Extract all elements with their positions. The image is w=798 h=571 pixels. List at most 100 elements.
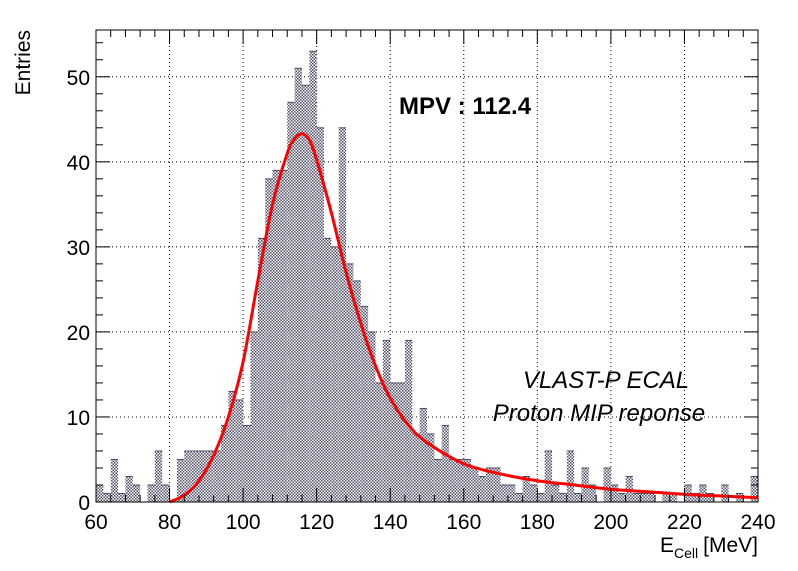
hist-bar-85 bbox=[721, 484, 729, 502]
y-axis-label: Entries bbox=[12, 30, 35, 95]
hist-bar-81 bbox=[691, 493, 700, 502]
hist-bar-13 bbox=[191, 450, 199, 502]
hist-bar-57 bbox=[515, 493, 523, 502]
hist-bar-48 bbox=[449, 459, 457, 502]
hist-bar-64 bbox=[566, 450, 575, 502]
hist-bar-53 bbox=[485, 467, 494, 502]
hist-bar-45 bbox=[427, 433, 435, 502]
hist-bar-28 bbox=[301, 85, 310, 502]
hist-bar-40 bbox=[390, 382, 398, 502]
hist-bar-69 bbox=[603, 467, 611, 502]
hist-bar-21 bbox=[250, 331, 258, 502]
hist-bar-71 bbox=[618, 493, 626, 502]
hist-bar-30 bbox=[316, 127, 325, 502]
hist-bar-54 bbox=[493, 467, 501, 502]
hist-bar-59 bbox=[529, 484, 538, 502]
hist-bar-3 bbox=[118, 493, 126, 502]
hist-bar-31 bbox=[324, 238, 332, 503]
hist-bar-78 bbox=[669, 493, 678, 502]
hist-bar-24 bbox=[272, 170, 280, 502]
y-tick-label-0: 0 bbox=[78, 492, 90, 515]
x-tick-label-4: 140 bbox=[373, 511, 408, 534]
hist-bar-82 bbox=[699, 484, 707, 502]
x-tick-label-1: 80 bbox=[158, 511, 181, 534]
hist-bar-47 bbox=[441, 425, 450, 502]
hist-bar-41 bbox=[397, 382, 405, 502]
x-tick-label-8: 220 bbox=[667, 511, 702, 534]
hist-bar-65 bbox=[574, 493, 582, 502]
y-tick-label-4: 40 bbox=[67, 152, 90, 175]
hist-bar-49 bbox=[456, 459, 464, 502]
hist-bar-50 bbox=[463, 459, 472, 502]
hist-bar-8 bbox=[154, 450, 163, 502]
hist-bar-26 bbox=[287, 102, 295, 502]
x-tick-label-5: 160 bbox=[446, 511, 481, 534]
hist-bar-18 bbox=[228, 391, 236, 502]
hist-bar-1 bbox=[103, 493, 111, 502]
annotation-line-1: VLAST-P ECAL bbox=[523, 367, 689, 394]
hist-bar-15 bbox=[206, 450, 214, 502]
hist-bar-63 bbox=[559, 493, 567, 502]
hist-bar-74 bbox=[640, 493, 648, 502]
hist-bar-27 bbox=[294, 68, 302, 503]
hist-bar-16 bbox=[213, 450, 222, 502]
hist-bar-89 bbox=[750, 476, 758, 502]
x-axis-label: ECell [MeV] bbox=[660, 534, 758, 561]
x-tick-label-2: 100 bbox=[226, 511, 261, 534]
hist-bar-36 bbox=[360, 306, 369, 502]
hist-bar-42 bbox=[404, 340, 413, 502]
hist-bar-58 bbox=[522, 476, 530, 502]
fit-curve bbox=[168, 132, 759, 504]
hist-bar-56 bbox=[507, 484, 516, 502]
x-tick-label-0: 60 bbox=[84, 511, 107, 534]
hist-bar-37 bbox=[368, 331, 376, 502]
hist-bar-38 bbox=[375, 382, 383, 502]
hist-bar-60 bbox=[537, 493, 545, 502]
hist-bar-75 bbox=[647, 493, 656, 502]
hist-bar-46 bbox=[434, 459, 442, 502]
hist-bar-11 bbox=[176, 459, 185, 502]
hist-bar-4 bbox=[125, 476, 133, 502]
hist-bar-19 bbox=[235, 399, 244, 502]
hist-bar-70 bbox=[610, 484, 619, 502]
tick-labels: 60 80 100 120 140 160 180 200 220 240 0 10 20 30 40 50 bbox=[67, 67, 776, 534]
hist-bar-61 bbox=[544, 450, 553, 502]
hist-bar-51 bbox=[471, 467, 479, 502]
y-tick-label-5: 50 bbox=[67, 67, 90, 90]
hist-bar-62 bbox=[552, 484, 560, 502]
annotation-line-2: Proton MIP reponse bbox=[493, 400, 706, 427]
hist-bar-5 bbox=[132, 484, 141, 502]
hist-bar-17 bbox=[221, 425, 229, 502]
axis-ticks bbox=[95, 30, 759, 503]
hist-bar-23 bbox=[265, 178, 273, 502]
plot-frame bbox=[95, 29, 759, 503]
hist-bar-7 bbox=[147, 484, 155, 502]
hist-bar-73 bbox=[632, 493, 641, 502]
hist-bar-0 bbox=[96, 484, 104, 502]
x-tick-label-9: 240 bbox=[740, 511, 775, 534]
hist-bar-44 bbox=[419, 408, 427, 502]
hist-bar-32 bbox=[331, 246, 339, 502]
hist-bar-83 bbox=[706, 493, 714, 502]
hist-bar-55 bbox=[500, 484, 508, 502]
y-tick-label-1: 10 bbox=[67, 407, 90, 430]
fit-curve-layer bbox=[168, 132, 759, 504]
hist-bar-34 bbox=[346, 263, 354, 502]
hist-bar-52 bbox=[478, 476, 486, 502]
hist-bar-67 bbox=[588, 484, 597, 502]
hist-bar-77 bbox=[662, 493, 670, 502]
hist-bar-12 bbox=[184, 450, 192, 502]
hist-bar-29 bbox=[309, 51, 317, 502]
y-tick-label-2: 20 bbox=[67, 322, 90, 345]
y-tick-label-3: 30 bbox=[67, 237, 90, 260]
hist-bar-20 bbox=[243, 425, 251, 502]
hist-bar-25 bbox=[279, 170, 288, 502]
hist-bar-9 bbox=[162, 484, 170, 502]
hist-bar-22 bbox=[257, 238, 266, 503]
hist-bar-39 bbox=[382, 340, 391, 502]
mpv-label: MPV : 112.4 bbox=[399, 93, 532, 120]
x-tick-label-7: 200 bbox=[593, 511, 628, 534]
hist-bar-33 bbox=[338, 127, 347, 502]
hist-bar-43 bbox=[412, 433, 420, 502]
